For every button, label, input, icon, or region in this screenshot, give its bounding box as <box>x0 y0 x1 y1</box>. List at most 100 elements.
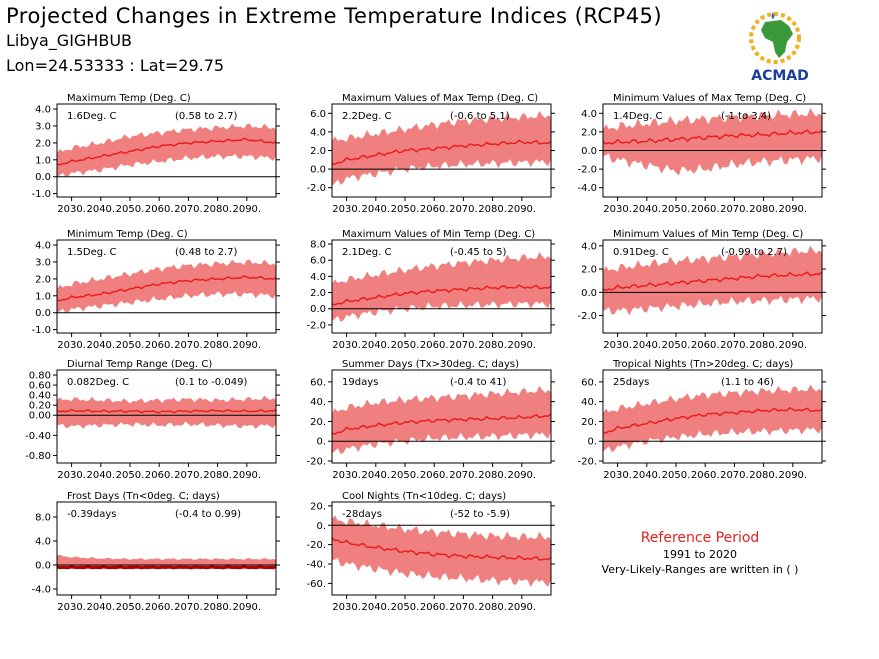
chart-title: Summer Days (Tx>30deg. C; days) <box>342 359 519 370</box>
y-tick-label: 4.0 <box>581 241 597 252</box>
x-tick-label: 2050. <box>116 340 145 351</box>
chart-title: Minimum Values of Max Temp (Deg. C) <box>613 93 806 104</box>
chart-title: Minimum Values of Min Temp (Deg. C) <box>613 229 803 240</box>
chart-title: Frost Days (Tn<0deg. C; days) <box>67 491 220 502</box>
uncertainty-band <box>57 395 276 429</box>
chart-title: Diurnal Temp Range (Deg. C) <box>67 359 212 370</box>
africa-map-logo: ACMAD <box>749 12 809 83</box>
y-tick-label: 4.0 <box>35 537 51 548</box>
mean-line <box>331 413 552 435</box>
plot-frame <box>56 501 277 596</box>
x-tick-label: 2030. <box>57 340 86 351</box>
uncertainty-band <box>57 259 276 314</box>
x-tick-label: 2050. <box>391 340 420 351</box>
y-tick-label: 4.0 <box>35 241 51 252</box>
y-tick-label: 0. <box>316 437 326 448</box>
range-label: (-0.4 to 41) <box>450 377 507 388</box>
y-tick-label: 2.0 <box>581 127 597 138</box>
chart-10: -60. -40. -20. 0. 20. 2030. 2040. 2050. 2060. 207… <box>306 491 555 613</box>
mean-line <box>331 284 552 306</box>
x-tick-label: 2060. <box>420 204 449 215</box>
x-tick-label: 2070. <box>449 340 478 351</box>
y-tick-label: 20. <box>310 501 326 512</box>
y-tick-label: 0.40 <box>29 391 51 402</box>
mean-change-label: -0.39days <box>67 509 116 520</box>
x-tick-label: 2090. <box>507 470 536 481</box>
x-tick-label: 2030. <box>603 470 632 481</box>
mean-change-label: 19days <box>342 377 378 388</box>
mean-change-label: 1.6Deg. C <box>67 111 116 122</box>
x-tick-label: 2040. <box>86 340 115 351</box>
y-tick-label: 0.0 <box>310 304 326 315</box>
y-tick-label: 0. <box>587 437 597 448</box>
y-tick-label: -0.80 <box>25 451 51 462</box>
mean-change-label: 25days <box>613 377 649 388</box>
y-tick-label: 0.0 <box>581 146 597 157</box>
x-tick-label: 2050. <box>662 204 691 215</box>
mean-change-label: -28days <box>342 509 382 520</box>
y-tick-label: 6.0 <box>310 109 326 120</box>
plot-frame <box>56 369 277 464</box>
plot-frame <box>331 239 552 334</box>
page-title: Projected Changes in Extreme Temperature… <box>6 4 663 28</box>
uncertainty-band <box>332 111 551 186</box>
y-tick-label: 0.0 <box>35 561 51 572</box>
x-tick-label: 2080. <box>749 340 778 351</box>
x-tick-label: 2080. <box>749 204 778 215</box>
x-tick-label: 2090. <box>232 340 261 351</box>
x-tick-label: 2090. <box>232 204 261 215</box>
x-tick-label: 2060. <box>420 340 449 351</box>
y-tick-label: 4.0 <box>310 127 326 138</box>
y-tick-label: -4.0 <box>31 585 51 596</box>
x-tick-label: 2030. <box>603 204 632 215</box>
x-tick-label: 2040. <box>86 470 115 481</box>
y-tick-label: 2.0 <box>581 265 597 276</box>
x-tick-label: 2090. <box>232 602 261 613</box>
mean-line <box>56 565 277 570</box>
x-tick-label: 2030. <box>57 470 86 481</box>
mean-line <box>56 137 277 166</box>
chart-8: -20. 0. 20. 40. 60. 2030. 2040. 2050. 2060. 2070.… <box>577 359 826 481</box>
y-tick-label: -4.0 <box>577 183 597 194</box>
x-tick-label: 2070. <box>174 470 203 481</box>
y-tick-label: 2.0 <box>35 274 51 285</box>
x-tick-label: 2060. <box>691 470 720 481</box>
x-tick-label: 2070. <box>449 470 478 481</box>
y-tick-label: 0.80 <box>29 371 51 382</box>
x-tick-label: 2090. <box>232 470 261 481</box>
x-tick-label: 2030. <box>332 340 361 351</box>
chart-6: -0.80 -0.40 0.000.200.400.600.80 2030. 2040.… <box>25 359 280 481</box>
y-tick-label: 60. <box>581 377 597 388</box>
x-tick-label: 2080. <box>478 602 507 613</box>
reference-title: Reference Period <box>640 530 760 546</box>
x-tick-label: 2070. <box>174 340 203 351</box>
mean-change-label: 0.91Deg. C <box>613 247 669 258</box>
range-label: (-0.99 to 2.7) <box>721 247 787 258</box>
x-tick-label: 2040. <box>361 204 390 215</box>
x-tick-label: 2050. <box>116 470 145 481</box>
x-tick-label: 2060. <box>691 340 720 351</box>
range-label: (-1 to 3.4) <box>721 111 771 122</box>
chart-title: Maximum Values of Min Temp (Deg. C) <box>342 229 535 240</box>
mean-change-label: 2.1Deg. C <box>342 247 391 258</box>
range-label: (-0.45 to 5) <box>450 247 507 258</box>
uncertainty-band <box>332 515 551 587</box>
y-tick-label: -2.0 <box>577 311 597 322</box>
chart-title: Minimum Temp (Deg. C) <box>67 229 188 240</box>
y-tick-label: 3.0 <box>35 121 51 132</box>
x-tick-label: 2080. <box>203 340 232 351</box>
x-tick-label: 2030. <box>57 602 86 613</box>
y-tick-label: 0.0 <box>581 288 597 299</box>
y-tick-label: 2.0 <box>310 288 326 299</box>
y-tick-label: 4.0 <box>310 272 326 283</box>
range-label: (0.48 to 2.7) <box>175 247 237 258</box>
y-tick-label: 6.0 <box>310 256 326 267</box>
mean-line <box>602 271 823 292</box>
x-tick-label: 2030. <box>332 602 361 613</box>
reference-years: 1991 to 2020 <box>662 548 738 561</box>
x-tick-label: 2070. <box>720 204 749 215</box>
x-tick-label: 2070. <box>174 204 203 215</box>
mean-line <box>56 275 277 302</box>
